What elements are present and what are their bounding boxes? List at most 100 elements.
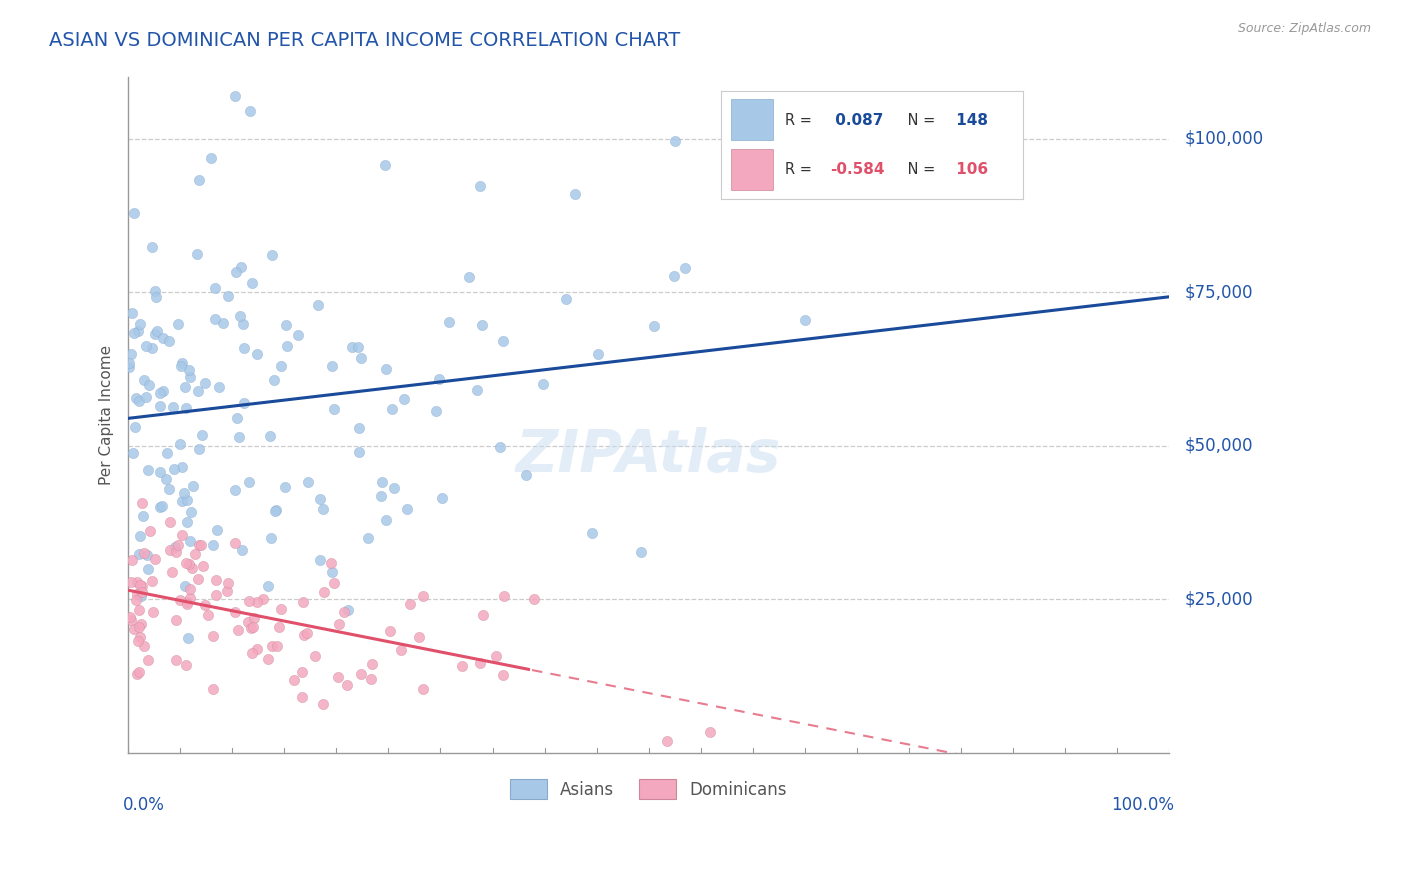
Point <box>179 582 201 596</box>
Point <box>187 173 209 187</box>
Point <box>276 318 298 332</box>
Point <box>176 401 198 416</box>
Point <box>127 587 149 601</box>
Point <box>270 359 292 373</box>
Point <box>274 480 297 494</box>
Point <box>135 339 157 353</box>
Point <box>297 475 319 489</box>
Point <box>242 620 264 634</box>
Point <box>232 318 254 332</box>
Point <box>120 574 142 589</box>
Point <box>264 504 287 518</box>
Point <box>350 666 373 681</box>
Point <box>314 585 336 599</box>
Point <box>224 88 246 103</box>
Point <box>152 331 174 345</box>
Point <box>257 579 280 593</box>
Point <box>180 561 202 575</box>
Point <box>381 402 404 417</box>
Point <box>531 376 554 391</box>
Point <box>292 628 315 642</box>
Point <box>170 356 193 370</box>
Point <box>375 361 398 376</box>
Point <box>141 574 163 588</box>
Point <box>264 503 287 517</box>
Point <box>190 538 212 552</box>
Point <box>124 592 146 607</box>
Point <box>212 316 235 330</box>
Point <box>350 351 373 365</box>
Point <box>361 657 384 671</box>
Point <box>152 384 174 399</box>
Point <box>581 526 603 541</box>
Point <box>232 341 254 355</box>
Point <box>121 306 143 320</box>
Point <box>321 556 343 570</box>
Point <box>143 284 166 298</box>
Point <box>322 575 344 590</box>
Point <box>165 613 187 627</box>
Point <box>194 376 217 391</box>
Point <box>136 548 159 562</box>
Point <box>204 588 226 602</box>
Point <box>382 481 405 495</box>
Point <box>357 531 380 545</box>
Point <box>163 540 186 554</box>
Point <box>291 690 314 705</box>
Point <box>132 546 155 560</box>
Point <box>270 602 292 616</box>
Point <box>243 611 266 625</box>
Legend: Asians, Dominicans: Asians, Dominicans <box>503 772 793 805</box>
Point <box>128 394 150 409</box>
Point <box>287 328 309 343</box>
Point <box>555 292 578 306</box>
Point <box>127 324 149 338</box>
Point <box>491 667 513 681</box>
Point <box>586 347 609 361</box>
Point <box>201 629 224 643</box>
Point <box>159 543 181 558</box>
Point <box>128 665 150 680</box>
Point <box>131 579 153 593</box>
Point <box>322 401 344 416</box>
Point <box>229 260 252 275</box>
Point <box>205 573 228 587</box>
Point <box>256 652 278 666</box>
Point <box>260 248 283 262</box>
Point <box>337 602 360 616</box>
Point <box>408 630 430 644</box>
Point <box>124 419 146 434</box>
Point <box>188 539 211 553</box>
Point <box>399 597 422 611</box>
Point <box>347 421 370 435</box>
Text: $50,000: $50,000 <box>1185 437 1253 455</box>
Point <box>240 621 263 635</box>
Point <box>156 446 179 460</box>
Point <box>181 479 204 493</box>
Point <box>224 606 246 620</box>
Point <box>233 396 256 410</box>
Point <box>202 681 225 696</box>
Text: $25,000: $25,000 <box>1185 591 1253 608</box>
Point <box>225 265 247 279</box>
Point <box>173 486 195 500</box>
Point <box>328 617 350 632</box>
Text: ZIPAtlas: ZIPAtlas <box>516 427 782 484</box>
Point <box>236 615 259 630</box>
Point <box>146 324 169 338</box>
Point <box>238 475 260 490</box>
Point <box>240 276 263 290</box>
Point <box>412 590 434 604</box>
Point <box>468 179 491 194</box>
Point <box>246 346 269 360</box>
Point <box>291 595 314 609</box>
Point <box>458 269 481 284</box>
Point <box>122 206 145 220</box>
Point <box>699 725 721 739</box>
Point <box>122 622 145 636</box>
Point <box>468 656 491 670</box>
Point <box>131 496 153 510</box>
Point <box>162 462 184 476</box>
Point <box>149 385 172 400</box>
Point <box>793 313 815 327</box>
